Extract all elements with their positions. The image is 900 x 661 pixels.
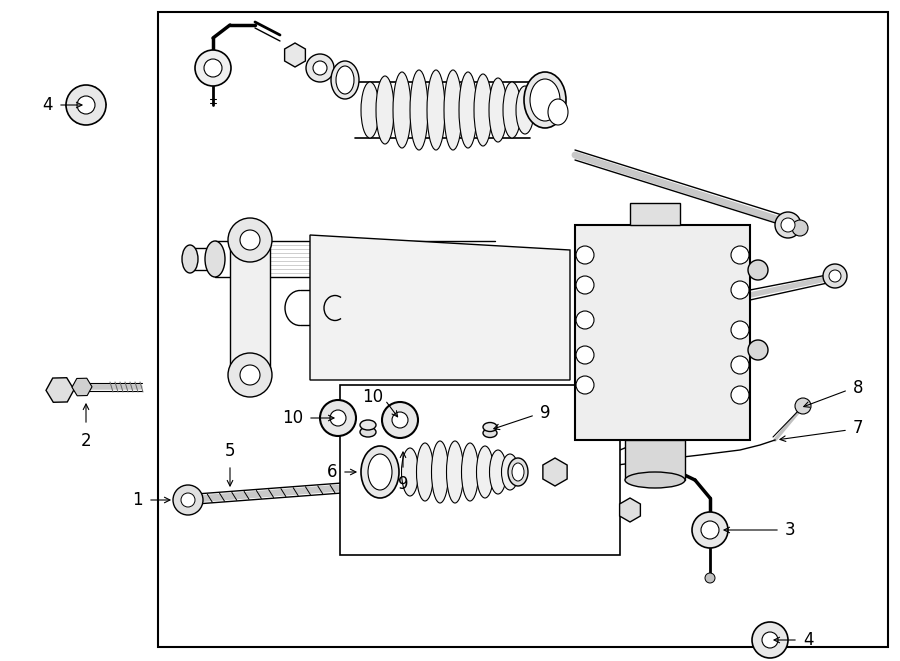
Text: 4: 4	[803, 631, 814, 649]
Circle shape	[195, 50, 231, 86]
Ellipse shape	[501, 454, 518, 490]
Circle shape	[792, 220, 808, 236]
Circle shape	[306, 54, 334, 82]
Ellipse shape	[376, 76, 394, 144]
Circle shape	[330, 410, 346, 426]
Circle shape	[795, 398, 811, 414]
Ellipse shape	[331, 61, 359, 99]
Ellipse shape	[483, 422, 497, 432]
Ellipse shape	[393, 72, 411, 148]
Circle shape	[823, 264, 847, 288]
Circle shape	[752, 622, 788, 658]
Ellipse shape	[205, 241, 225, 277]
Text: 10: 10	[362, 388, 383, 406]
Ellipse shape	[360, 420, 376, 430]
Bar	[340, 385, 620, 555]
Ellipse shape	[182, 245, 198, 273]
Circle shape	[181, 493, 195, 507]
Circle shape	[762, 632, 778, 648]
Circle shape	[731, 321, 749, 339]
Circle shape	[382, 402, 418, 438]
Text: 9: 9	[540, 404, 551, 422]
Ellipse shape	[530, 79, 560, 121]
Circle shape	[173, 485, 203, 515]
Ellipse shape	[446, 441, 464, 503]
Circle shape	[240, 230, 260, 250]
Bar	[575, 225, 750, 440]
Ellipse shape	[483, 428, 497, 438]
Circle shape	[66, 85, 106, 125]
Circle shape	[748, 260, 768, 280]
Circle shape	[204, 59, 222, 77]
Ellipse shape	[336, 66, 354, 94]
Polygon shape	[310, 235, 570, 380]
Circle shape	[228, 353, 272, 397]
Ellipse shape	[524, 72, 566, 128]
Circle shape	[576, 311, 594, 329]
Bar	[625, 440, 685, 480]
Circle shape	[731, 356, 749, 374]
Circle shape	[576, 346, 594, 364]
Circle shape	[705, 573, 715, 583]
Text: 8: 8	[853, 379, 863, 397]
Text: 6: 6	[327, 463, 337, 481]
Circle shape	[775, 212, 801, 238]
Circle shape	[731, 386, 749, 404]
Circle shape	[781, 218, 795, 232]
Text: 7: 7	[853, 419, 863, 437]
Ellipse shape	[431, 441, 448, 503]
Circle shape	[576, 376, 594, 394]
Circle shape	[240, 365, 260, 385]
Circle shape	[748, 340, 768, 360]
Circle shape	[731, 246, 749, 264]
Circle shape	[576, 276, 594, 294]
Ellipse shape	[476, 446, 493, 498]
Ellipse shape	[427, 70, 445, 150]
Bar	[230, 240, 270, 375]
Ellipse shape	[503, 82, 521, 138]
Ellipse shape	[444, 70, 462, 150]
Text: 2: 2	[81, 432, 91, 450]
Text: 4: 4	[42, 96, 53, 114]
Circle shape	[829, 270, 841, 282]
Text: 1: 1	[132, 491, 143, 509]
Text: 3: 3	[785, 521, 796, 539]
Ellipse shape	[474, 74, 492, 146]
Ellipse shape	[625, 472, 685, 488]
Ellipse shape	[417, 443, 434, 501]
Ellipse shape	[489, 78, 507, 142]
Ellipse shape	[360, 427, 376, 437]
Ellipse shape	[410, 70, 428, 150]
Ellipse shape	[508, 458, 528, 486]
Ellipse shape	[401, 448, 419, 496]
Ellipse shape	[459, 72, 477, 148]
Bar	[630, 203, 680, 225]
Circle shape	[731, 281, 749, 299]
Text: 5: 5	[225, 442, 235, 460]
Circle shape	[313, 61, 327, 75]
Ellipse shape	[361, 82, 379, 138]
Circle shape	[576, 246, 594, 264]
Ellipse shape	[512, 463, 524, 481]
Ellipse shape	[462, 443, 479, 501]
Circle shape	[692, 512, 728, 548]
Text: 10: 10	[282, 409, 303, 427]
Circle shape	[392, 412, 408, 428]
Ellipse shape	[361, 446, 399, 498]
Ellipse shape	[490, 450, 507, 494]
Circle shape	[320, 400, 356, 436]
Ellipse shape	[548, 99, 568, 125]
Ellipse shape	[516, 86, 534, 134]
Bar	[158, 12, 888, 647]
Ellipse shape	[368, 454, 392, 490]
Circle shape	[228, 218, 272, 262]
Text: 9: 9	[398, 475, 409, 493]
Circle shape	[701, 521, 719, 539]
Circle shape	[77, 96, 95, 114]
